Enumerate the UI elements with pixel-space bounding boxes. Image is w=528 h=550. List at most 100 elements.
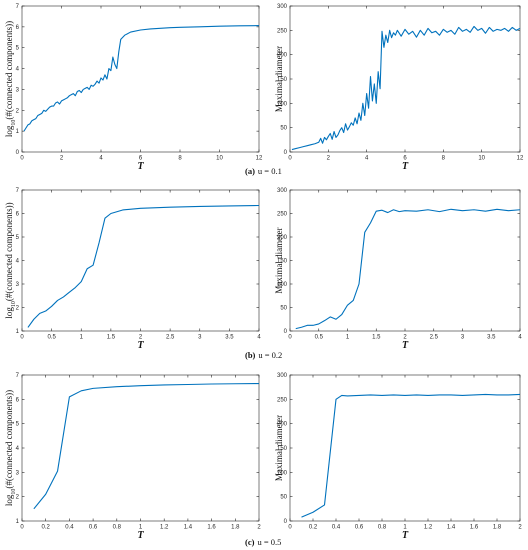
x-tick-label: 2 (518, 525, 522, 531)
x-tick-label: 0 (20, 156, 24, 162)
x-axis-label: T (402, 530, 409, 541)
y-tick-label: 5 (16, 422, 20, 428)
y-tick-label: 100 (277, 470, 288, 476)
x-tick-label: 0 (288, 156, 292, 162)
series-line (291, 25, 521, 151)
y-tick-label: 0 (284, 150, 288, 156)
y-tick-label: 7 (16, 188, 20, 194)
panel-a-right: 0 2 4 6 8 10 12 0 50 100 150 200 250 300 T Maximal diam… (274, 4, 524, 172)
y-tick-label: 150 (277, 259, 288, 265)
y-tick-label: 300 (277, 188, 288, 194)
x-tick-label: 1.4 (184, 525, 193, 531)
x-tick-label: 0.4 (65, 525, 74, 531)
y-tick-label: 6 (16, 25, 20, 31)
y-tick-label: 100 (277, 282, 288, 288)
x-tick-label: 0.5 (47, 335, 56, 341)
panel-c-left: 0 0.2 0.4 0.6 0.8 1 1.2 1.4 1.6 1.8 2 1 2 3 4 5 6 7 Tlog10… (4, 373, 261, 541)
caption-c: (c) u = 0.5 (245, 537, 281, 547)
y-axis-label: Maximal diameter (274, 227, 284, 293)
y-tick-label: 250 (277, 397, 288, 403)
x-tick-label: 1.8 (231, 525, 240, 531)
x-tick-label: 4 (365, 156, 369, 162)
y-tick-label: 150 (277, 446, 288, 452)
x-tick-label: 0.2 (309, 525, 318, 531)
x-tick-label: 1 (346, 335, 350, 341)
y-tick-label: 5 (16, 46, 20, 52)
y-tick-label: 4 (16, 259, 20, 265)
x-tick-label: 1.5 (107, 335, 116, 341)
series-line (23, 25, 260, 132)
x-tick-label: 1 (139, 525, 143, 531)
y-tick-label: 200 (277, 53, 288, 59)
y-tick-label: 2 (16, 108, 20, 114)
x-tick-label: 1.2 (424, 525, 433, 531)
x-tick-label: 6 (403, 156, 407, 162)
x-tick-label: 0 (288, 525, 292, 531)
x-tick-label: 0 (20, 335, 24, 341)
series-line (301, 393, 521, 518)
x-tick-label: 1.8 (493, 525, 502, 531)
x-tick-label: 6 (139, 156, 143, 162)
x-tick-label: 2.5 (166, 335, 175, 341)
y-tick-label: 150 (277, 77, 288, 83)
x-tick-label: 4 (257, 335, 261, 341)
x-tick-label: 0.8 (378, 525, 387, 531)
y-tick-label: 50 (280, 126, 287, 132)
x-tick-label: 0.8 (113, 525, 122, 531)
y-axis-label: log10(#(connected components)) (4, 21, 17, 137)
x-tick-label: 0.6 (89, 525, 98, 531)
y-tick-label: 200 (277, 422, 288, 428)
plot-frame (21, 189, 260, 332)
y-axis-label: Maximal diameter (274, 415, 284, 481)
x-tick-label: 12 (517, 156, 524, 162)
x-tick-label: 8 (442, 156, 446, 162)
y-tick-label: 1 (16, 329, 20, 335)
x-tick-label: 3.5 (225, 335, 234, 341)
panel-b-left: 0 0.5 1 1.5 2 2.5 3 3.5 4 1 2 3 4 5 6 7 Tlog10(#(connect… (4, 188, 261, 351)
x-tick-label: 1.6 (207, 525, 216, 531)
x-tick-label: 0 (288, 335, 292, 341)
x-tick-label: 0.2 (42, 525, 51, 531)
x-tick-label: 2 (327, 156, 331, 162)
y-tick-label: 7 (16, 373, 20, 379)
caption-c-text: u = 0.5 (257, 537, 281, 547)
x-tick-label: 2 (139, 335, 143, 341)
x-tick-label: 2.5 (430, 335, 439, 341)
plot-frame (21, 374, 260, 522)
y-tick-label: 300 (277, 4, 288, 10)
y-axis-label: Maximal diameter (274, 46, 284, 112)
x-tick-label: 3 (461, 335, 465, 341)
y-tick-label: 4 (16, 446, 20, 452)
caption-b-text: u = 0.2 (258, 350, 282, 360)
x-tick-label: 1.2 (160, 525, 169, 531)
x-tick-label: 4 (99, 156, 103, 162)
x-tick-label: 0.4 (332, 525, 341, 531)
y-tick-label: 250 (277, 28, 288, 34)
series-line (27, 204, 260, 328)
x-tick-label: 1.6 (470, 525, 479, 531)
x-tick-label: 2 (60, 156, 64, 162)
y-tick-label: 0 (284, 519, 288, 525)
x-axis-label: T (137, 340, 144, 351)
y-tick-label: 6 (16, 212, 20, 218)
x-axis-label: T (402, 340, 409, 351)
panel-c-right: 0 0.2 0.4 0.6 0.8 1 1.2 1.4 1.6 1.8 2 0 50 100 150 200 2… (274, 373, 522, 541)
caption-a-label: (a) (245, 166, 255, 176)
caption-c-label: (c) (245, 537, 255, 547)
y-tick-label: 6 (16, 397, 20, 403)
y-tick-label: 3 (16, 470, 20, 476)
y-tick-label: 0 (284, 329, 288, 335)
x-tick-label: 10 (478, 156, 485, 162)
y-tick-label: 50 (280, 495, 287, 501)
x-axis-label: T (137, 161, 144, 172)
y-tick-label: 1 (16, 129, 20, 135)
x-tick-label: 2 (403, 335, 407, 341)
y-tick-label: 200 (277, 235, 288, 241)
y-tick-label: 250 (277, 212, 288, 218)
x-tick-label: 1 (403, 525, 407, 531)
caption-b-label: (b) (245, 350, 256, 360)
plot-frame (289, 5, 521, 153)
caption-a-text: u = 0.1 (258, 166, 282, 176)
x-tick-label: 1 (80, 335, 84, 341)
